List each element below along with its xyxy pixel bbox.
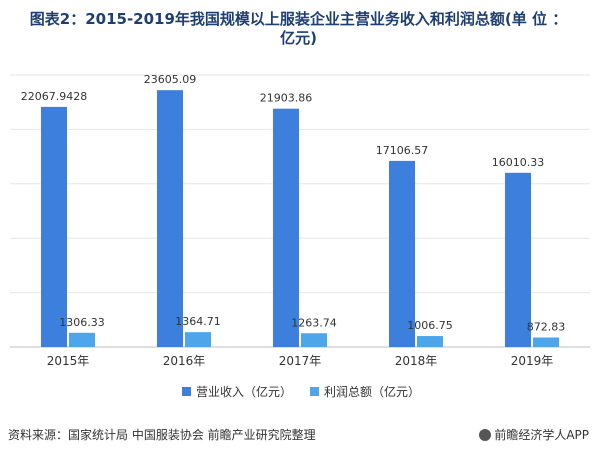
x-tick-label: 2017年 — [279, 354, 322, 368]
data-label-revenue: 22067.9428 — [21, 90, 87, 103]
x-tick-label: 2015年 — [47, 354, 90, 368]
chart-title: 图表2：2015-2019年我国规模以上服装企业主营业务收入和利润总额(单 位 … — [0, 10, 597, 48]
bar-revenue — [157, 90, 183, 347]
brand-label: 前瞻经济学人APP — [479, 426, 589, 443]
chart-title-line-1: 图表2：2015-2019年我国规模以上服装企业主营业务收入和利润总额(单 位 … — [29, 10, 568, 28]
bar-profit — [417, 336, 443, 347]
legend-label: 利润总额（亿元） — [324, 384, 420, 399]
bar-profit — [185, 332, 211, 347]
bar-profit — [301, 333, 327, 347]
data-label-revenue: 21903.86 — [260, 92, 313, 105]
chart-title-line-2: 亿元) — [280, 29, 317, 47]
data-label-revenue: 16010.33 — [492, 156, 545, 169]
legend-swatch — [182, 387, 191, 396]
brand-name: 前瞻经济学人APP — [494, 428, 589, 442]
bar-profit — [69, 332, 95, 347]
bar-revenue — [273, 108, 299, 347]
data-label-profit: 1364.71 — [175, 315, 221, 328]
x-tick-label: 2019年 — [511, 354, 554, 368]
bar-revenue — [41, 106, 67, 347]
data-label-revenue: 23605.09 — [144, 73, 197, 86]
data-label-profit: 872.83 — [527, 321, 566, 334]
bar-revenue — [505, 172, 531, 347]
data-label-profit: 1306.33 — [59, 316, 105, 329]
x-tick-label: 2016年 — [163, 354, 206, 368]
x-tick-label: 2018年 — [395, 354, 438, 368]
data-label-profit: 1263.74 — [291, 316, 337, 329]
bar-revenue — [389, 160, 415, 347]
source-note: 资料来源：国家统计局 中国服装协会 前瞻产业研究院整理 — [8, 428, 316, 442]
legend-swatch — [310, 387, 319, 396]
footer: 资料来源：国家统计局 中国服装协会 前瞻产业研究院整理 前瞻经济学人APP — [0, 424, 597, 444]
legend-label: 营业收入（亿元） — [196, 384, 292, 399]
data-label-profit: 1006.75 — [407, 319, 453, 332]
brand-logo-icon — [479, 429, 492, 441]
data-label-revenue: 17106.57 — [376, 144, 429, 157]
bar-profit — [533, 337, 559, 347]
